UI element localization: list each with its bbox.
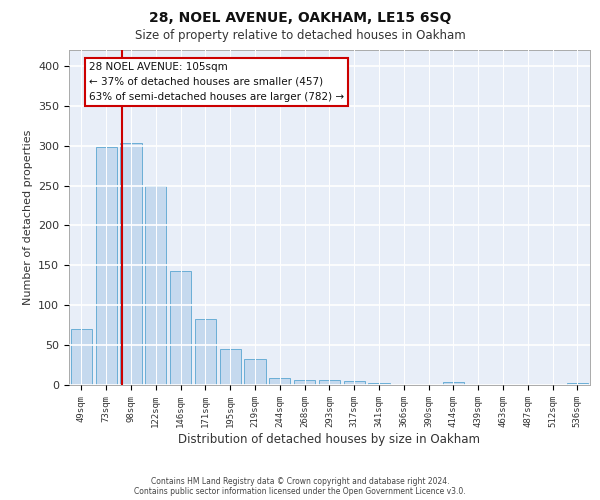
- Bar: [71, 329, 92, 385]
- Bar: [443, 382, 464, 385]
- Bar: [344, 381, 365, 385]
- Bar: [294, 380, 315, 385]
- Bar: [269, 378, 290, 385]
- Bar: [121, 144, 142, 385]
- Text: Size of property relative to detached houses in Oakham: Size of property relative to detached ho…: [134, 29, 466, 42]
- Bar: [220, 349, 241, 385]
- Bar: [244, 360, 266, 385]
- Bar: [567, 382, 588, 385]
- Bar: [95, 146, 117, 385]
- Text: 28 NOEL AVENUE: 105sqm
← 37% of detached houses are smaller (457)
63% of semi-de: 28 NOEL AVENUE: 105sqm ← 37% of detached…: [89, 62, 344, 102]
- Bar: [319, 380, 340, 385]
- Bar: [170, 271, 191, 385]
- Y-axis label: Number of detached properties: Number of detached properties: [23, 130, 32, 305]
- Text: 28, NOEL AVENUE, OAKHAM, LE15 6SQ: 28, NOEL AVENUE, OAKHAM, LE15 6SQ: [149, 11, 451, 25]
- Bar: [368, 384, 389, 385]
- Bar: [195, 319, 216, 385]
- Bar: [145, 186, 166, 385]
- Text: Distribution of detached houses by size in Oakham: Distribution of detached houses by size …: [178, 432, 481, 446]
- Text: Contains HM Land Registry data © Crown copyright and database right 2024.
Contai: Contains HM Land Registry data © Crown c…: [134, 476, 466, 496]
